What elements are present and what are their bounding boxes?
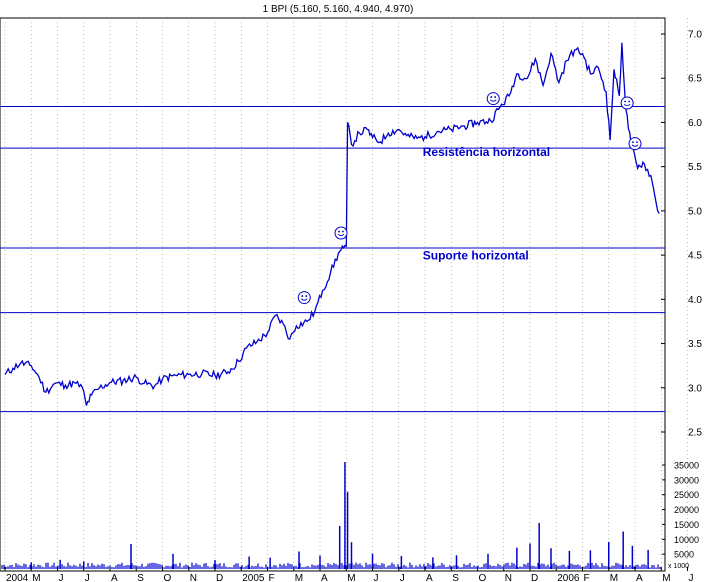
time-tick-label: J bbox=[85, 573, 90, 582]
smiley-marker-icon bbox=[297, 291, 311, 305]
smiley-marker-icon bbox=[334, 226, 348, 240]
smiley-eye bbox=[636, 141, 638, 144]
price-tick-label: 3.0 bbox=[688, 383, 702, 394]
smiley-face bbox=[628, 137, 642, 151]
time-tick-label: J bbox=[400, 573, 405, 582]
smiley-markers bbox=[297, 92, 642, 305]
volume-tick-label: 25000 bbox=[674, 490, 699, 500]
time-tick-label: N bbox=[505, 573, 512, 582]
price-tick-label: 4.0 bbox=[688, 295, 702, 306]
smiley-marker-icon bbox=[620, 96, 634, 110]
volume-tick-label: 20000 bbox=[674, 505, 699, 515]
volume-tick-label: 30000 bbox=[674, 475, 699, 485]
smiley-mouth bbox=[300, 298, 308, 301]
horizontal-levels bbox=[0, 106, 665, 413]
time-tick-label: A bbox=[111, 573, 118, 582]
smiley-face bbox=[486, 92, 500, 106]
time-tick-label: M bbox=[610, 573, 618, 582]
smiley-mouth bbox=[623, 103, 631, 107]
price-tick-label: 6.5 bbox=[688, 74, 702, 85]
time-tick-label: A bbox=[321, 573, 328, 582]
volume-unit-label: x 1000 bbox=[668, 563, 689, 570]
time-tick-label: J bbox=[374, 573, 379, 582]
price-tick-label: 3.5 bbox=[688, 339, 702, 350]
chart-title: 1 BPI (5.160, 5.160, 4.940, 4.970) bbox=[263, 4, 414, 15]
smiley-eye bbox=[490, 96, 493, 98]
time-tick-label: O bbox=[479, 573, 487, 582]
volume-tick-label: 10000 bbox=[674, 535, 699, 545]
price-tick-label: 2.5 bbox=[688, 428, 702, 439]
price-axis-ticks: 7.0 6.5 6.0 5.5 5.0 4.5 4.0 3.5 3.0 2.5 bbox=[661, 30, 702, 439]
smiley-eye bbox=[301, 295, 304, 297]
volume-series bbox=[1, 462, 661, 569]
price-line bbox=[4, 42, 660, 406]
time-tick-label: S bbox=[137, 573, 144, 582]
time-tick-label: F bbox=[584, 573, 590, 582]
time-tick-label: M bbox=[32, 573, 40, 582]
smiley-face bbox=[334, 226, 348, 240]
volume-tick-label: 35000 bbox=[674, 461, 699, 471]
time-tick-label: 2004 bbox=[6, 573, 29, 582]
smiley-eye bbox=[305, 295, 308, 297]
volume-axis-ticks: 35000 30000 25000 20000 15000 10000 5000 bbox=[662, 461, 699, 560]
smiley-eye bbox=[628, 100, 631, 103]
smiley-eye bbox=[632, 141, 634, 144]
smiley-mouth bbox=[631, 144, 639, 147]
volume-tick-label: 15000 bbox=[674, 520, 699, 530]
price-tick-label: 6.0 bbox=[688, 118, 702, 129]
volume-tick-label: 5000 bbox=[674, 550, 694, 560]
price-tick-label: 5.5 bbox=[688, 162, 702, 173]
time-tick-label: O bbox=[164, 573, 172, 582]
time-tick-label: M bbox=[295, 573, 303, 582]
time-tick-label: J bbox=[689, 573, 694, 582]
grid-lines bbox=[4, 18, 688, 571]
annotations: Resistência horizontal Suporte horizontal bbox=[423, 145, 550, 262]
smiley-mouth bbox=[489, 99, 497, 102]
price-tick-label: 7.0 bbox=[688, 30, 702, 41]
price-tick-label: 4.5 bbox=[688, 251, 702, 262]
annotation-label: Resistência horizontal bbox=[423, 145, 550, 159]
smiley-eye bbox=[342, 230, 344, 233]
time-tick-label: A bbox=[426, 573, 433, 582]
time-tick-label: S bbox=[452, 573, 459, 582]
time-tick-label: 2006 bbox=[557, 573, 580, 582]
time-tick-label: D bbox=[216, 573, 223, 582]
time-tick-label: N bbox=[190, 573, 197, 582]
smiley-eye bbox=[494, 96, 497, 98]
smiley-marker-icon bbox=[486, 92, 500, 106]
time-axis-ticks: 2004MJJASOND2005FMAMJJASOND2006FMAMJJASO… bbox=[4, 567, 694, 582]
annotation-label: Suporte horizontal bbox=[423, 249, 529, 263]
plot-frame bbox=[0, 17, 666, 572]
time-tick-label: A bbox=[636, 573, 643, 582]
time-tick-label: D bbox=[531, 573, 538, 582]
smiley-face bbox=[620, 96, 634, 110]
smiley-eye bbox=[624, 100, 627, 103]
smiley-face bbox=[297, 291, 311, 305]
time-tick-label: M bbox=[662, 573, 670, 582]
time-tick-label: 2005 bbox=[242, 573, 265, 582]
smiley-marker-icon bbox=[628, 137, 642, 151]
time-tick-label: M bbox=[347, 573, 355, 582]
time-tick-label: J bbox=[59, 573, 64, 582]
time-tick-label: F bbox=[269, 573, 275, 582]
smiley-mouth bbox=[337, 233, 345, 237]
smiley-eye bbox=[338, 230, 340, 233]
price-tick-label: 5.0 bbox=[688, 206, 702, 217]
